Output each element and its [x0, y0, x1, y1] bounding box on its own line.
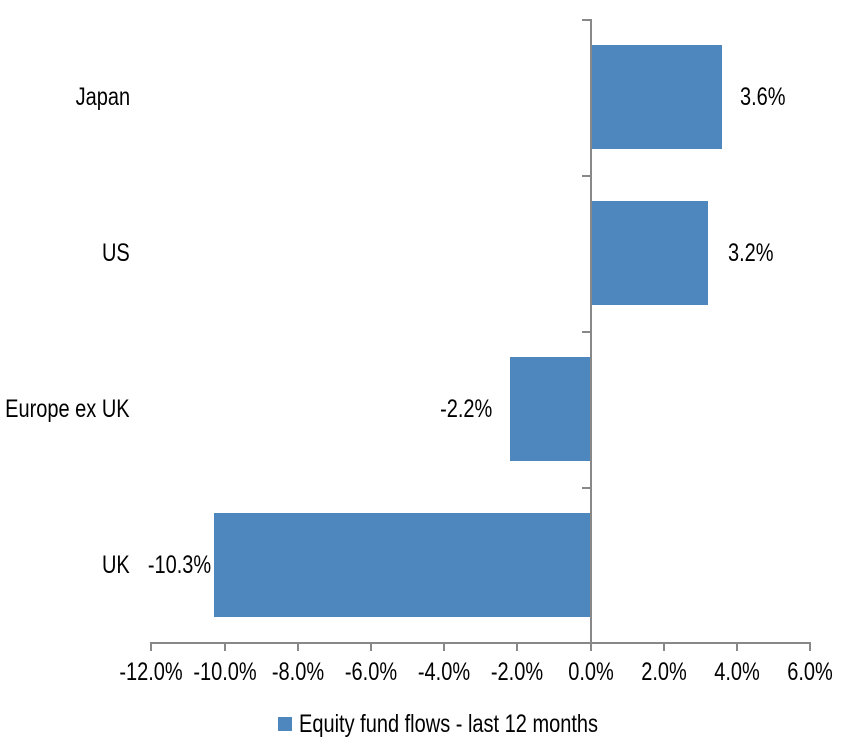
x-axis-tick-label: -2.0%: [491, 658, 544, 686]
y-axis-tick: [581, 331, 590, 333]
value-label-europe-ex-uk: -2.2%: [439, 395, 492, 423]
category-label-uk: UK: [102, 551, 130, 579]
x-axis-tick-label: -10.0%: [192, 658, 257, 686]
x-axis-tick: [516, 642, 519, 651]
x-axis-tick: [662, 642, 665, 651]
y-axis-tick: [581, 175, 590, 177]
y-axis-line: [589, 19, 592, 643]
x-axis-tick: [735, 642, 738, 651]
category-label-europe-ex-uk: Europe ex UK: [5, 395, 130, 423]
category-label-us: US: [102, 239, 130, 267]
bar-us: [590, 201, 708, 305]
x-axis-tick: [296, 642, 299, 651]
x-axis-tick-label: 6.0%: [787, 658, 833, 686]
x-axis-line: [150, 642, 812, 644]
x-axis-tick-label: -12.0%: [119, 658, 183, 686]
x-axis-tick-label: 4.0%: [714, 658, 760, 686]
x-axis-tick-label: -4.0%: [417, 658, 471, 686]
bar-europe-ex-uk: [509, 357, 591, 461]
x-axis-tick-label: -8.0%: [271, 658, 324, 686]
x-axis-tick-label: 0.0%: [567, 658, 614, 686]
x-axis-tick: [223, 642, 226, 651]
x-axis-tick-label: 2.0%: [640, 658, 687, 686]
x-axis-tick: [150, 642, 153, 651]
y-axis-tick: [581, 19, 590, 21]
value-label-uk: -10.3%: [148, 551, 212, 579]
x-axis-tick: [443, 642, 446, 651]
category-label-japan: Japan: [75, 83, 131, 111]
bar-uk: [213, 513, 591, 617]
bar-japan: [590, 45, 723, 149]
x-axis-tick: [589, 642, 592, 651]
x-axis-tick: [809, 642, 812, 651]
x-axis-tick: [369, 642, 372, 651]
value-label-us: 3.2%: [727, 239, 774, 267]
value-label-japan: 3.6%: [740, 83, 786, 111]
x-axis-tick-label: -6.0%: [344, 658, 398, 686]
legend: Equity fund flows - last 12 months: [278, 711, 673, 737]
legend-marker-square: [278, 717, 292, 731]
legend-label: Equity fund flows - last 12 months: [299, 710, 599, 738]
y-axis-tick: [581, 487, 590, 489]
